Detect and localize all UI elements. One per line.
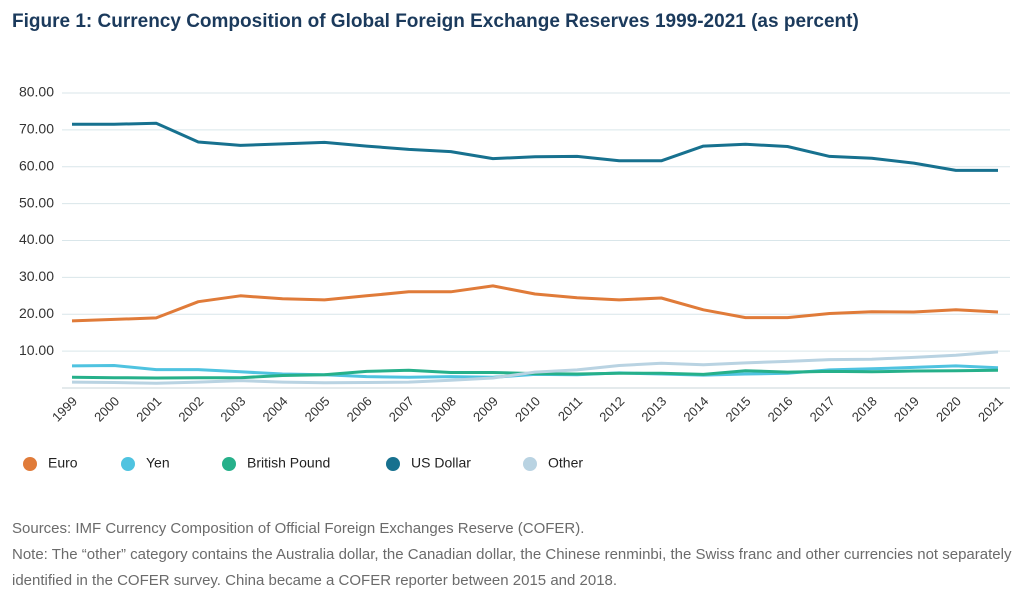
- x-tick-label: 2003: [217, 394, 248, 425]
- x-tick-label: 2000: [91, 394, 122, 425]
- x-tick-label: 2021: [975, 394, 1006, 425]
- legend-marker: [523, 457, 537, 471]
- x-tick-label: 2011: [555, 394, 585, 424]
- line-series: [72, 121, 998, 172]
- x-tick-label: 2016: [765, 394, 796, 425]
- y-tick-label: 10.00: [19, 342, 54, 358]
- x-tick-label: 2005: [302, 394, 333, 425]
- note: Note: The “other” category contains the …: [12, 546, 1012, 589]
- legend-item: Euro: [23, 455, 78, 471]
- y-tick-label: 70.00: [19, 121, 54, 137]
- y-tick-label: 50.00: [19, 194, 54, 210]
- legend-marker: [23, 457, 37, 471]
- chart: Figure 1: Currency Composition of Global…: [12, 11, 1010, 471]
- x-tick-label: 2008: [428, 394, 459, 425]
- sources: Sources: IMF Currency Composition of Off…: [12, 520, 585, 537]
- legend-marker: [121, 457, 135, 471]
- x-tick-label: 2001: [133, 394, 164, 425]
- legend-marker: [386, 457, 400, 471]
- legend-item: US Dollar: [386, 455, 471, 471]
- legend-label: Euro: [48, 455, 78, 471]
- notes: Sources: IMF Currency Composition of Off…: [12, 516, 1012, 594]
- legend-label: British Pound: [247, 455, 330, 471]
- y-tick-label: 40.00: [19, 231, 54, 247]
- x-tick-label: 2014: [680, 394, 711, 425]
- y-tick-label: 80.00: [19, 84, 54, 100]
- line-series: [71, 284, 999, 323]
- x-tick-label: 2007: [386, 394, 417, 425]
- x-tick-label: 2020: [933, 394, 964, 425]
- chart-title: Figure 1: Currency Composition of Global…: [12, 11, 859, 32]
- x-tick-label: 2004: [260, 394, 291, 425]
- x-tick-label: 2010: [512, 394, 543, 425]
- x-tick-label: 2018: [849, 394, 880, 425]
- x-tick-label: 2017: [807, 394, 838, 425]
- x-tick-label: 2013: [638, 394, 669, 425]
- x-tick-label: 2015: [723, 394, 754, 425]
- x-tick-label: 2002: [175, 394, 206, 425]
- y-tick-label: 20.00: [19, 305, 54, 321]
- line-series: [71, 350, 999, 385]
- x-tick-label: 2009: [470, 394, 501, 425]
- legend-marker: [222, 457, 236, 471]
- legend-item: Other: [523, 455, 583, 471]
- legend-label: US Dollar: [411, 455, 471, 471]
- x-tick-label: 2019: [891, 394, 922, 425]
- legend-label: Other: [548, 455, 583, 471]
- x-tick-label: 2012: [596, 394, 627, 425]
- y-tick-label: 30.00: [19, 268, 54, 284]
- legend-item: Yen: [121, 455, 170, 471]
- x-tick-label: 1999: [49, 394, 80, 425]
- legend-label: Yen: [146, 455, 170, 471]
- legend-item: British Pound: [222, 455, 330, 471]
- y-tick-label: 60.00: [19, 157, 54, 173]
- x-tick-label: 2006: [344, 394, 375, 425]
